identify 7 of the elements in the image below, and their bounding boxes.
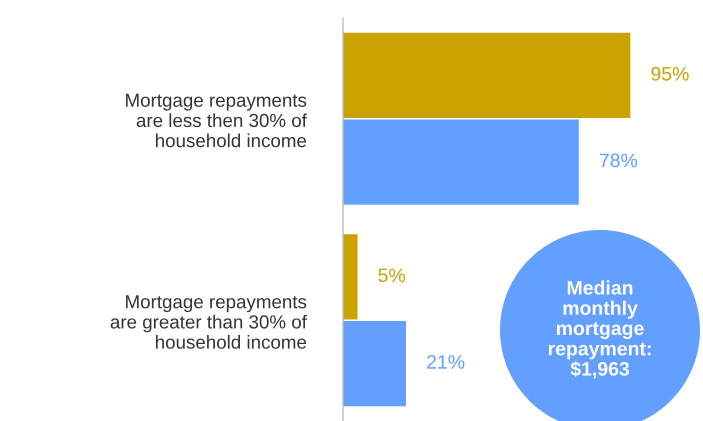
data-label: 21% xyxy=(427,355,464,369)
y-tick-label: Mortgage repayments are less then 30% of household income xyxy=(126,94,307,148)
data-label: 5% xyxy=(378,268,406,282)
y-tick-label: Mortgage repayments are greater than 30% of household income xyxy=(110,295,307,349)
data-label: 95% xyxy=(651,66,689,81)
data-label: 78% xyxy=(600,154,638,168)
annotation: Median monthly mortgage repayment: $1,963 xyxy=(548,280,651,379)
